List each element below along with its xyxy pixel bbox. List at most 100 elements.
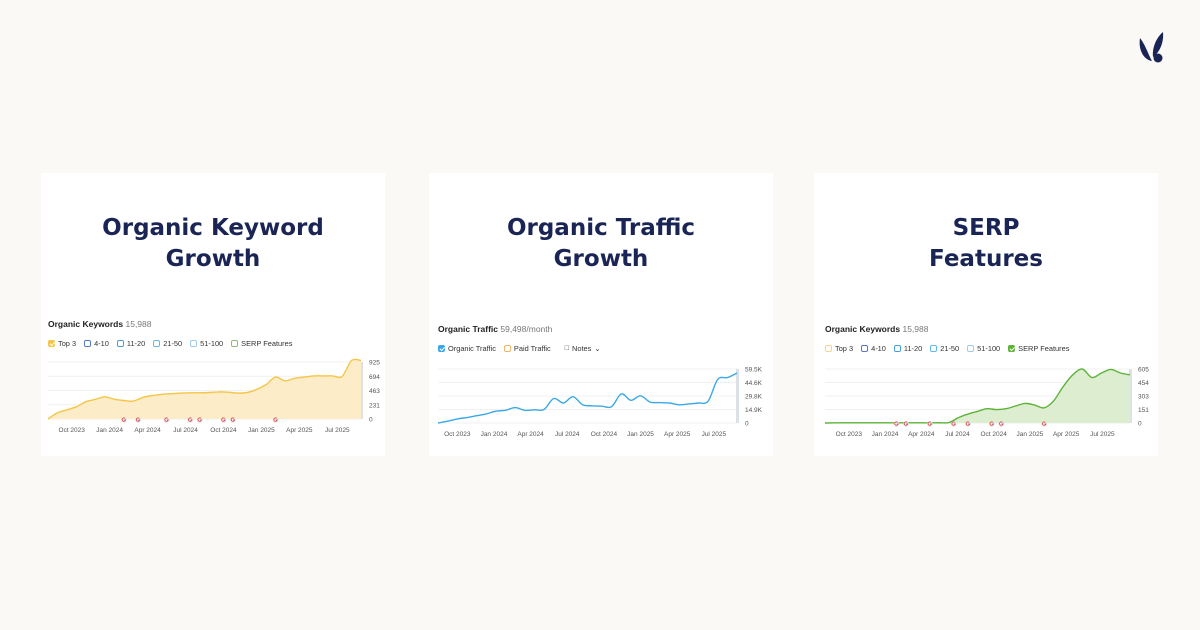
legend-item[interactable]: 51-100 <box>967 344 1000 353</box>
x-tick-label: Apr 2024 <box>517 431 544 438</box>
serp-area-chart: 605 454 303 151 0 Oct 2023 Jan 2024 Apr 2024 Jul… <box>824 367 1149 438</box>
legend-checkbox[interactable] <box>1008 345 1016 352</box>
legend-label: Top 3 <box>835 344 854 353</box>
series-line <box>437 372 738 424</box>
google-update-icon <box>893 421 900 427</box>
y-tick-label: 454 <box>1138 380 1149 387</box>
x-tick-label: Apr 2025 <box>286 427 313 434</box>
x-tick-label: Jul 2025 <box>325 427 350 434</box>
chart-edge-bar <box>1129 369 1132 423</box>
x-tick-label: Oct 2023 <box>444 431 471 438</box>
legend-item[interactable]: 11-20 <box>893 344 923 353</box>
x-tick-label: Jan 2025 <box>627 431 654 438</box>
x-tick-label: Jul 2024 <box>945 431 970 438</box>
legend-item[interactable]: Organic Traffic <box>438 344 496 353</box>
google-update-icon <box>903 421 909 427</box>
widget-count: 59,498/month <box>500 324 553 334</box>
legend-item[interactable]: 11-20 <box>116 339 145 348</box>
x-tick-label: Oct 2023 <box>59 427 86 434</box>
x-tick-label: Apr 2025 <box>1053 431 1080 438</box>
google-update-icon <box>965 421 971 427</box>
chevron-down-icon: ⌄ <box>594 344 601 353</box>
legend-item[interactable]: SERP Features <box>231 339 292 348</box>
legend-checkbox[interactable] <box>48 340 55 347</box>
legend-item[interactable]: SERP Features <box>1008 344 1069 353</box>
x-tick-label: Apr 2024 <box>134 427 161 434</box>
x-tick-label: Oct 2024 <box>591 431 618 438</box>
x-tick-label: Oct 2023 <box>836 431 863 438</box>
chart-legend: Top 3 4-10 11-20 21-50 51-100 SERP Features <box>825 344 1069 353</box>
legend-checkbox[interactable] <box>893 345 901 352</box>
widget-count: 15,988 <box>902 324 929 334</box>
legend-item[interactable]: Top 3 <box>48 339 76 348</box>
widget-title: Organic Keywords 15,988 <box>48 319 152 329</box>
series-area <box>825 368 1130 423</box>
legend-checkbox[interactable] <box>190 340 198 347</box>
google-update-icon <box>196 417 203 423</box>
legend-label: 21-50 <box>940 344 960 353</box>
legend-label: 4-10 <box>871 344 886 353</box>
google-update-icon <box>272 417 279 423</box>
x-tick-label: Oct 2024 <box>210 427 237 434</box>
y-tick-label: 694 <box>369 374 380 381</box>
traffic-growth-card: Organic Traffic Growth Organic Traffic 5… <box>429 173 773 456</box>
x-tick-label: Jan 2024 <box>96 427 123 434</box>
x-tick-label: Jul 2024 <box>173 427 198 434</box>
legend-checkbox[interactable] <box>861 345 869 352</box>
legend-item[interactable]: Top 3 <box>825 344 853 353</box>
legend-label: SERP Features <box>241 339 293 348</box>
legend-item[interactable]: Paid Traffic <box>503 344 551 353</box>
google-update-icon <box>988 421 995 427</box>
legend-checkbox[interactable] <box>84 340 92 347</box>
legend-label: Top 3 <box>58 339 77 348</box>
y-tick-label: 925 <box>369 360 380 367</box>
legend-checkbox[interactable] <box>825 345 832 352</box>
legend-label: 51-100 <box>977 344 1001 353</box>
y-tick-label: 605 <box>1138 367 1149 374</box>
y-tick-label: 303 <box>1138 394 1149 401</box>
notes-icon: □ <box>564 345 569 352</box>
notes-dropdown[interactable]: □ Notes ⌄ <box>565 344 601 353</box>
legend-item[interactable]: 51-100 <box>190 339 223 348</box>
legend-item[interactable]: 4-10 <box>84 339 109 348</box>
google-update-icon <box>163 417 170 423</box>
x-tick-label: Jan 2025 <box>1017 431 1044 438</box>
y-tick-label: 151 <box>1138 407 1149 414</box>
x-tick-label: Jan 2024 <box>481 431 508 438</box>
y-tick-label: 231 <box>369 402 380 409</box>
notes-label: Notes <box>572 344 592 353</box>
legend-label: SERP Features <box>1018 344 1070 353</box>
widget-count: 15,988 <box>125 319 152 329</box>
legend-checkbox[interactable] <box>153 340 161 347</box>
legend-checkbox[interactable] <box>967 345 975 352</box>
traffic-line-chart: 59.5K 44.6K 29.8K 14.9K 0 Oct 2023 Jan 2024 Apr… <box>437 367 763 438</box>
legend-item[interactable]: 4-10 <box>861 344 886 353</box>
google-update-icon <box>1041 421 1048 427</box>
card-title: Organic Keyword Growth <box>102 215 324 272</box>
legend-checkbox[interactable] <box>503 345 511 352</box>
x-tick-label: Jan 2024 <box>872 431 899 438</box>
leaf-logo-icon <box>1139 32 1164 63</box>
y-tick-label: 59.5K <box>745 367 763 374</box>
chart-edge-bar <box>736 369 739 423</box>
y-tick-label: 0 <box>745 421 749 428</box>
chart-legend: Top 3 4-10 11-20 21-50 51-100 SERP Features <box>48 339 292 348</box>
x-tick-label: Oct 2024 <box>981 431 1008 438</box>
google-update-icon <box>121 417 127 423</box>
legend-label: 21-50 <box>163 339 183 348</box>
legend-checkbox[interactable] <box>930 345 938 352</box>
legend-checkbox[interactable] <box>438 345 445 352</box>
widget-title: Organic Keywords 15,988 <box>825 324 929 334</box>
google-update-icon <box>926 421 933 427</box>
series-area <box>48 359 361 419</box>
google-update-icon <box>230 417 236 423</box>
legend-checkbox[interactable] <box>116 340 124 347</box>
legend-item[interactable]: 21-50 <box>153 339 182 348</box>
legend-checkbox[interactable] <box>231 340 239 347</box>
x-tick-label: Jul 2024 <box>555 431 580 438</box>
google-update-icon <box>950 421 957 427</box>
legend-label: 11-20 <box>903 344 923 353</box>
chart-edge-bar <box>360 362 363 419</box>
legend-item[interactable]: 21-50 <box>930 344 959 353</box>
x-tick-label: Apr 2024 <box>908 431 935 438</box>
